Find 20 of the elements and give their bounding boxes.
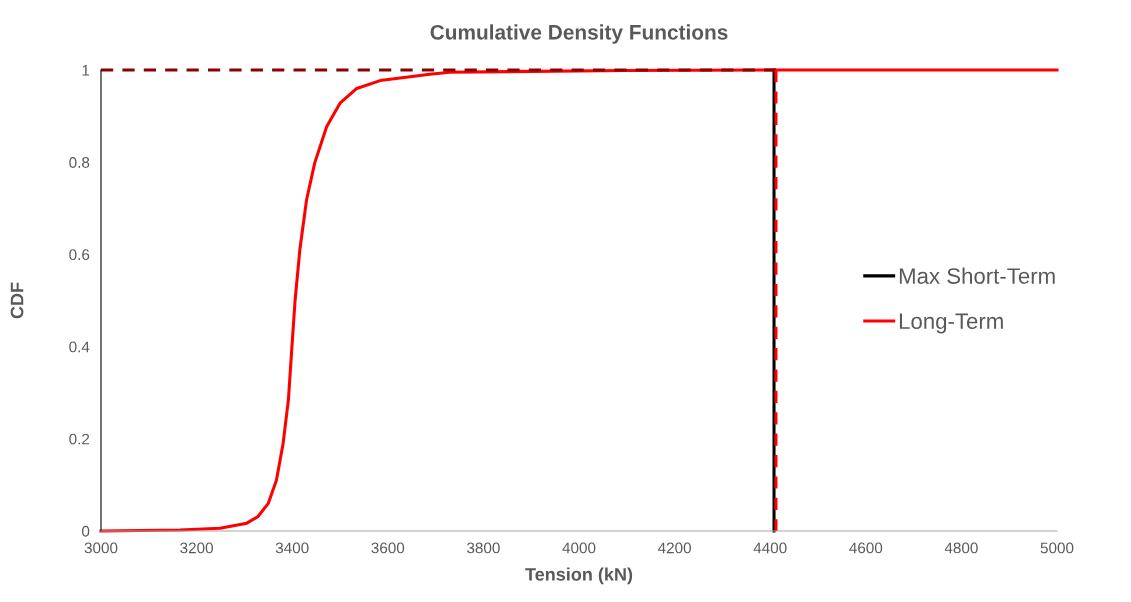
x-tick-label: 3000 bbox=[84, 542, 118, 554]
x-tick-label: 3400 bbox=[275, 542, 309, 554]
x-tick-label: 3200 bbox=[180, 542, 213, 554]
x-tick-label: 3800 bbox=[466, 542, 500, 554]
y-tick-label: 0.4 bbox=[69, 341, 90, 353]
y-tick-label: 0.8 bbox=[69, 157, 90, 168]
x-tick-label: 5000 bbox=[1040, 542, 1074, 554]
y-tick-label: 0.2 bbox=[69, 433, 90, 445]
x-tick-label: 4800 bbox=[944, 542, 978, 554]
x-axis-title: Tension (kN) bbox=[525, 567, 633, 585]
y-tick-label: 0.6 bbox=[69, 249, 90, 261]
x-tick-label: 4600 bbox=[849, 542, 883, 554]
x-tick-label: 3600 bbox=[371, 542, 405, 554]
x-tick-label: 4400 bbox=[753, 542, 787, 554]
x-tick-label: 4000 bbox=[562, 542, 596, 554]
y-tick-label: 1 bbox=[82, 65, 90, 76]
x-tick-label: 4200 bbox=[657, 542, 691, 554]
y-axis-title: CDF bbox=[10, 282, 24, 319]
y-tick-label: 0 bbox=[81, 525, 90, 537]
chart-title: Cumulative Density Functions bbox=[430, 24, 728, 44]
